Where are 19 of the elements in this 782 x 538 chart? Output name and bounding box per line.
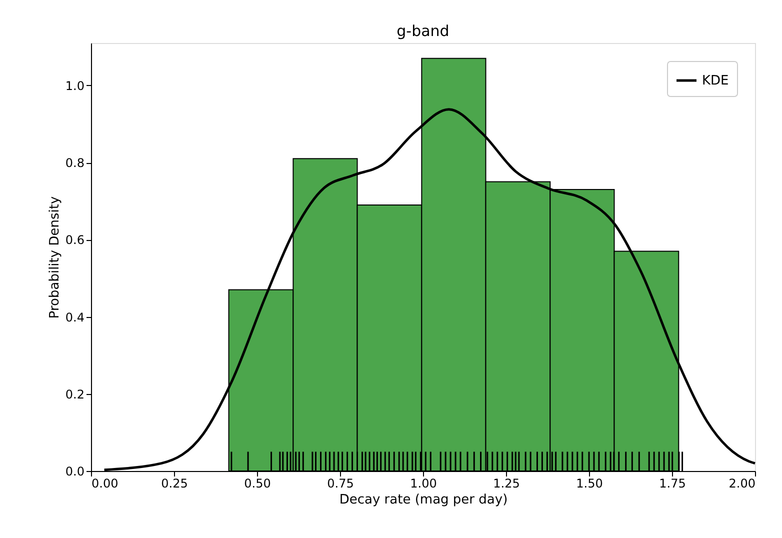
x-tick-label: 1.00 (410, 476, 437, 490)
y-tick-label: 0.8 (65, 156, 84, 170)
x-axis-title: Decay rate (mag per day) (339, 492, 508, 508)
x-tick-label: 0.00 (92, 476, 118, 490)
y-tick-label: 0.0 (65, 464, 84, 478)
x-tick-label: 0.50 (244, 476, 271, 490)
y-tick-label: 0.2 (65, 387, 84, 402)
x-tick-label: 1.25 (493, 476, 520, 490)
y-tick-label: 0.4 (65, 310, 84, 324)
x-tick-label: 0.75 (327, 476, 354, 490)
x-tick-label: 1.50 (576, 476, 603, 490)
x-tick-label: 1.75 (659, 476, 686, 490)
legend-label: KDE (702, 74, 729, 88)
chart-title: g-band (396, 22, 450, 40)
y-axis-title: Probability Density (47, 196, 62, 319)
y-tick-label: 0.6 (65, 233, 84, 248)
y-tick-label: 1.0 (65, 78, 84, 93)
x-tick-label: 0.25 (161, 476, 188, 490)
x-tick-label: 2.00 (728, 476, 756, 490)
